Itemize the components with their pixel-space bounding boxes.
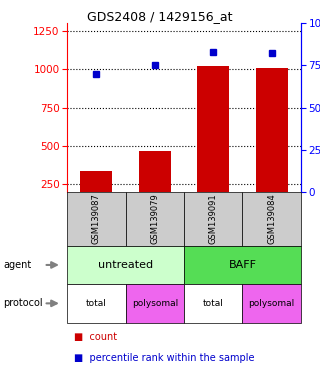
Bar [243,192,301,246]
Text: polysomal: polysomal [248,299,295,308]
Bar [243,284,301,323]
Text: untreated: untreated [98,260,153,270]
Bar [125,192,184,246]
Bar [80,171,112,192]
Bar [139,151,171,192]
Text: ■  percentile rank within the sample: ■ percentile rank within the sample [74,353,254,363]
Text: GSM139084: GSM139084 [267,194,276,244]
Bar [197,66,229,192]
Text: polysomal: polysomal [132,299,178,308]
Text: GSM139087: GSM139087 [92,194,101,244]
Text: BAFF: BAFF [228,260,256,270]
Bar [184,192,243,246]
Bar [67,246,184,284]
Bar [184,246,301,284]
Text: protocol: protocol [3,298,43,308]
Bar [125,284,184,323]
Bar [67,284,126,323]
Text: agent: agent [3,260,31,270]
Text: GSM139091: GSM139091 [209,194,218,244]
Text: ■  count: ■ count [74,332,117,342]
Bar [256,68,288,192]
Bar [184,284,243,323]
Text: total: total [203,299,224,308]
Text: total: total [86,299,107,308]
Text: GSM139079: GSM139079 [150,194,159,244]
Bar [67,192,126,246]
Text: GDS2408 / 1429156_at: GDS2408 / 1429156_at [87,10,233,23]
